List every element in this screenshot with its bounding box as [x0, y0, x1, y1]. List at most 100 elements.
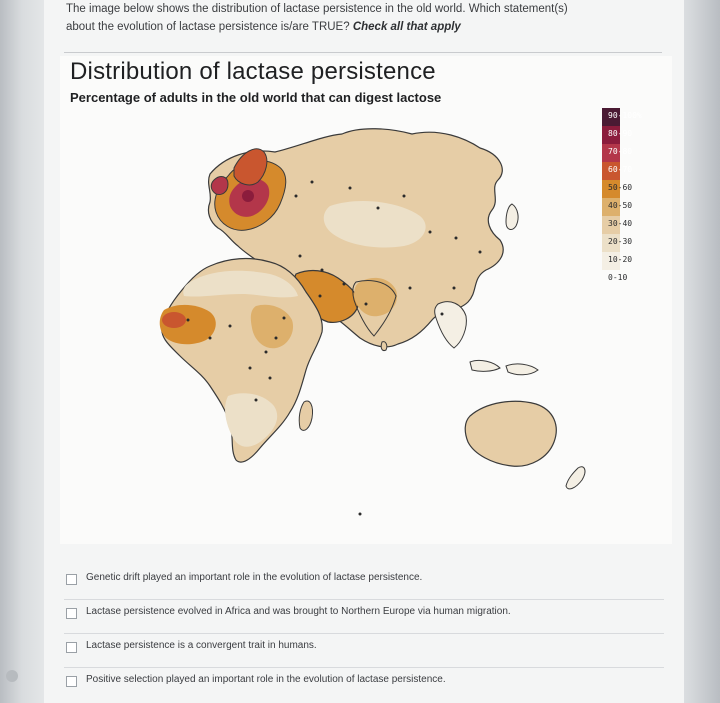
sample-point: [364, 302, 368, 306]
sample-point: [268, 376, 272, 380]
sample-point: [318, 294, 322, 298]
answer-options: Genetic drift played an important role i…: [64, 566, 664, 701]
scandinavia: [233, 148, 268, 186]
legend-item: 10-20: [602, 252, 662, 270]
sample-point: [428, 230, 432, 234]
sample-point: [282, 316, 286, 320]
south-asia-region: [354, 277, 398, 317]
legend-item: 90-100%: [602, 108, 662, 126]
legend-label: 0-10: [608, 273, 628, 282]
question-line-1: The image below shows the distribution o…: [66, 3, 568, 15]
west-africa-core: [162, 312, 186, 328]
lactase-map-figure: Distribution of lactase persistence Perc…: [60, 56, 672, 544]
southern-africa-pale: [225, 393, 278, 447]
sample-point: [248, 366, 252, 370]
sample-point: [454, 236, 458, 240]
answer-option-2[interactable]: Lactase persistence evolved in Africa an…: [64, 600, 664, 634]
sample-point: [408, 286, 412, 290]
sample-point: [478, 250, 482, 254]
legend-item: 80-90: [602, 126, 662, 144]
question-instruction: Check all that apply: [352, 21, 461, 33]
legend-item: 0-10: [602, 270, 662, 288]
sample-point: [402, 194, 406, 198]
question-line-2: about the evolution of lactase persisten…: [66, 18, 676, 36]
sample-point: [228, 324, 232, 328]
figure-subtitle: Percentage of adults in the old world th…: [70, 90, 442, 105]
legend: 90-100% 80-90 70-80 60-70 50-60 40-50: [602, 108, 662, 288]
legend-label: 60-70: [608, 165, 633, 174]
indonesia-1: [469, 359, 501, 372]
legend-label: 50-60: [608, 183, 633, 192]
australia: [464, 400, 557, 467]
sample-point: [186, 318, 190, 322]
legend-item: 30-40: [602, 216, 662, 234]
sample-point: [440, 312, 444, 316]
east-africa-high: [250, 304, 294, 349]
sample-point: [358, 512, 362, 516]
checkbox[interactable]: [66, 676, 77, 687]
sample-point: [452, 286, 456, 290]
legend-swatch: [602, 126, 620, 144]
sample-point: [342, 282, 346, 286]
question-line-2-text: about the evolution of lactase persisten…: [66, 21, 350, 33]
legend-swatch: [602, 234, 620, 252]
answer-option-1[interactable]: Genetic drift played an important role i…: [64, 566, 664, 600]
checkbox[interactable]: [66, 642, 77, 653]
legend-label: 90-100%: [608, 111, 642, 120]
checkbox[interactable]: [66, 608, 77, 619]
legend-label: 20-30: [608, 237, 633, 246]
sample-point: [348, 186, 352, 190]
india: [352, 280, 397, 337]
legend-item: 60-70: [602, 162, 662, 180]
sample-point: [294, 194, 298, 198]
legend-swatch: [602, 144, 620, 162]
madagascar: [298, 400, 313, 431]
sample-point: [376, 206, 380, 210]
new-zealand: [565, 466, 586, 490]
sample-points: [186, 180, 482, 516]
north-africa-band: [183, 270, 298, 298]
answer-option-label: Positive selection played an important r…: [86, 674, 446, 685]
question-page: The image below shows the distribution o…: [44, 0, 684, 703]
checkbox[interactable]: [66, 574, 77, 585]
southeast-asia: [434, 301, 467, 349]
legend-item: 20-30: [602, 234, 662, 252]
legend-label: 30-40: [608, 219, 633, 228]
legend-swatch: [602, 162, 620, 180]
north-europe-peak: [242, 190, 254, 202]
legend-swatch: [602, 252, 620, 270]
legend-label: 70-80: [608, 147, 633, 156]
legend-item: 50-60: [602, 180, 662, 198]
answer-option-3[interactable]: Lactase persistence is a convergent trai…: [64, 634, 664, 668]
sample-point: [310, 180, 314, 184]
sample-point: [274, 336, 278, 340]
world-map: [159, 128, 586, 516]
sri-lanka: [380, 341, 388, 351]
legend-item: 70-80: [602, 144, 662, 162]
answer-option-label: Genetic drift played an important role i…: [86, 572, 423, 583]
figure-title: Distribution of lactase persistence: [70, 58, 436, 85]
legend-swatch: [602, 180, 620, 198]
sample-point: [254, 398, 258, 402]
japan: [505, 203, 519, 230]
divider: [64, 52, 662, 53]
legend-item: 40-50: [602, 198, 662, 216]
sample-point: [298, 254, 302, 258]
legend-swatch: [602, 270, 620, 288]
british-isles: [210, 176, 229, 195]
sample-point: [264, 350, 268, 354]
legend-label: 40-50: [608, 201, 633, 210]
legend-label: 10-20: [608, 255, 633, 264]
legend-swatch: [602, 108, 620, 126]
answer-option-4[interactable]: Positive selection played an important r…: [64, 668, 664, 701]
screen-glare-mark: [6, 670, 18, 682]
indonesia-2: [505, 363, 539, 376]
answer-option-label: Lactase persistence is a convergent trai…: [86, 640, 317, 651]
legend-swatch: [602, 216, 620, 234]
legend-label: 80-90: [608, 129, 633, 138]
central-asia-pale: [323, 201, 426, 248]
sample-point: [320, 268, 324, 272]
legend-swatch: [602, 198, 620, 216]
question-text: The image below shows the distribution o…: [66, 0, 676, 36]
answer-option-label: Lactase persistence evolved in Africa an…: [86, 606, 511, 617]
